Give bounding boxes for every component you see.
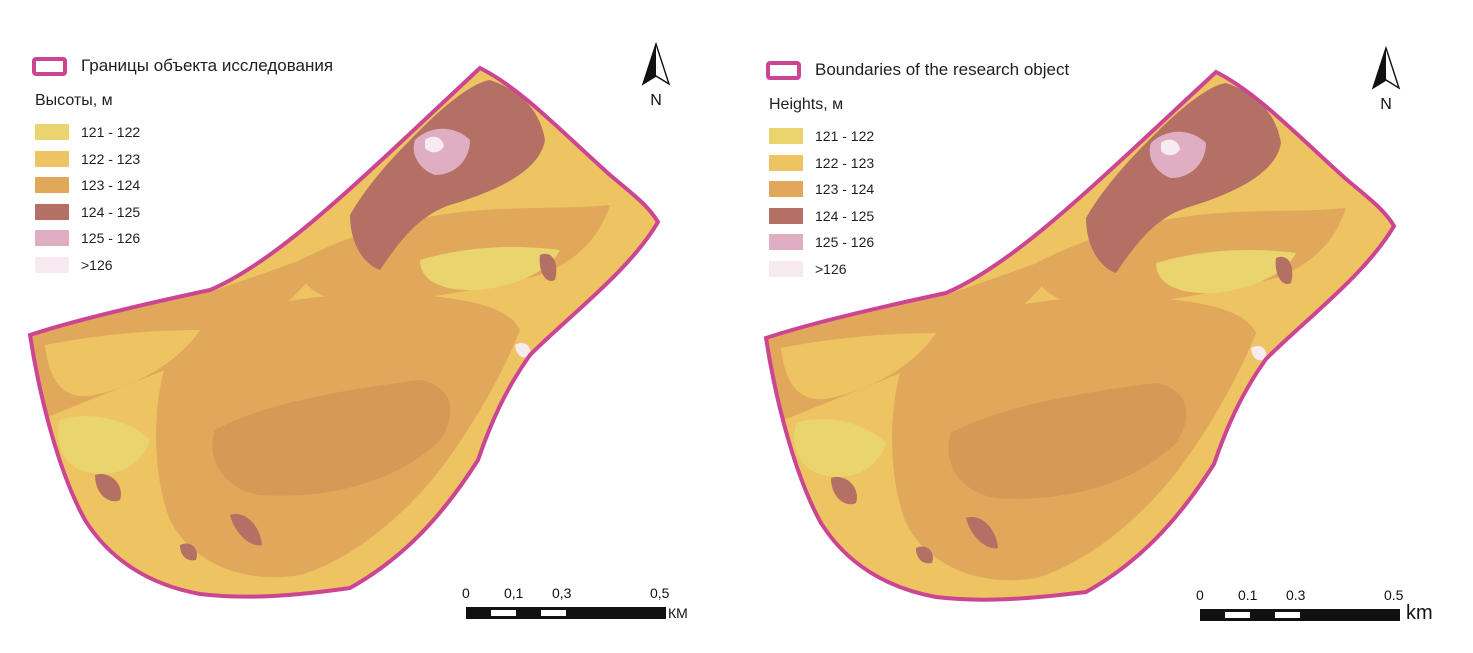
legend-item: 125 - 126 [35,230,140,246]
scale-tick-label: 0,3 [552,585,572,601]
legend-swatch [769,155,803,171]
north-label: N [1380,96,1392,113]
elevation-123-124-area [948,383,1187,499]
elevation-124-125-area [230,514,262,546]
legend-swatch [35,151,69,167]
legend-swatch [35,230,69,246]
elevation-124-125-area [350,80,545,270]
legend-item: 123 - 124 [769,181,874,197]
scale-tick-label: 0.1 [1238,587,1258,603]
elevation-124-125-area [966,517,998,549]
research-object-boundary [27,65,661,599]
elevation-126-plus-area [515,343,531,358]
legend-swatch [35,204,69,220]
legend-label: 121 - 122 [815,128,875,144]
legend-label: 125 - 126 [815,234,875,250]
elevation-126-plus-area [1251,346,1267,361]
elevation-map-en [763,69,1397,602]
legend-label: 125 - 126 [81,230,141,246]
map-panel-russian: Границы объекта исследования Высоты, м 1… [0,0,736,653]
elevation-124-125-area [95,474,121,502]
heights-legend-title: Высоты, м [35,92,113,109]
legend-swatch [35,257,69,273]
elevation-121-122-area [794,419,886,477]
scale-bar: 0 0,1 0,3 0,5 КМ [462,585,746,625]
legend-label: 124 - 125 [81,204,141,220]
legend-item: >126 [35,257,113,273]
scale-bar-graphic [1200,609,1400,621]
elevation-124-125-area [180,543,197,561]
legend-item: 121 - 122 [35,124,140,140]
legend-label: 123 - 124 [815,181,875,197]
scale-unit: КМ [668,605,688,621]
scale-tick-label: 0 [462,585,470,601]
legend-swatch [769,234,803,250]
elevation-124-125-area [831,477,857,505]
scale-tick-label: 0.3 [1286,587,1306,603]
scale-tick-label: 0,5 [650,585,670,601]
boundary-swatch [32,56,67,76]
scale-tick-label: 0.5 [1384,587,1404,603]
elevation-126-plus-area [1161,139,1180,156]
legend-item: 122 - 123 [769,155,874,171]
elevation-124-125-area [916,546,933,564]
elevation-121-122-area [420,247,560,291]
legend-swatch [35,177,69,193]
north-arrow-icon: N [641,42,671,109]
elevation-124-125-area [1275,256,1293,284]
elevation-121-122-area [1156,250,1296,294]
legend-item: 123 - 124 [35,177,140,193]
scale-unit: km [1406,602,1433,624]
scale-bar: 0 0.1 0.3 0.5 km [1196,587,1473,627]
legend-label: >126 [81,257,113,273]
elevation-122-123-area [781,333,936,400]
legend-label: 122 - 123 [81,151,141,167]
boundary-label: Границы объекта исследования [81,56,334,75]
elevation-126-plus-area [425,136,444,153]
boundary-label: Boundaries of the research object [815,60,1070,79]
heights-legend-title: Heights, м [769,96,844,113]
legend-swatch [35,124,69,140]
north-arrow-icon: N [1371,46,1401,113]
scale-tick-label: 0 [1196,587,1204,603]
scale-bar-graphic [466,607,666,619]
legend-label: >126 [815,261,847,277]
research-object-boundary [763,69,1397,602]
legend-label: 121 - 122 [81,124,141,140]
elevation-123-124-area [212,380,451,496]
map-panel-english: Boundaries of the research object Height… [736,0,1472,653]
legend-item: 122 - 123 [35,151,140,167]
north-label: N [650,92,662,109]
elevation-121-122-area [58,416,150,474]
elevation-124-125-area [1086,83,1281,273]
elevation-124-125-area [539,253,557,281]
legend-boundary-item: Границы объекта исследования [32,56,333,76]
legend-swatch [769,128,803,144]
legend-item: >126 [769,261,847,277]
legend-label: 124 - 125 [815,208,875,224]
elevation-map-ru [27,65,661,599]
boundary-swatch [766,60,801,80]
legend-label: 123 - 124 [81,177,141,193]
scale-tick-label: 0,1 [504,585,524,601]
legend-swatch [769,261,803,277]
legend-boundary-item: Boundaries of the research object [766,60,1069,80]
legend-item: 124 - 125 [35,204,140,220]
legend-swatch [769,208,803,224]
legend-label: 122 - 123 [815,155,875,171]
legend-swatch [769,181,803,197]
legend-item: 125 - 126 [769,234,874,250]
elevation-122-123-area [45,330,200,397]
legend-item: 124 - 125 [769,208,874,224]
legend-item: 121 - 122 [769,128,874,144]
